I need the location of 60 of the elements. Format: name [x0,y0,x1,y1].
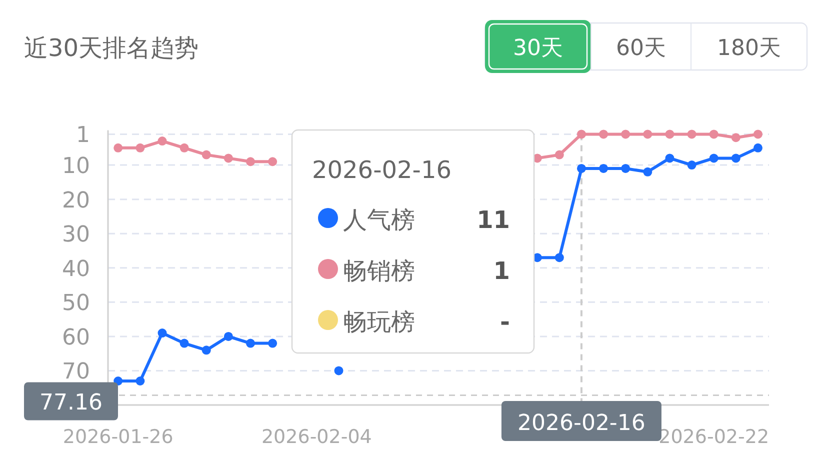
point [246,338,255,348]
point [268,338,278,348]
chart-title: 近30天排名趋势 [24,34,199,62]
point [687,160,696,170]
point [246,157,255,166]
point [643,167,652,176]
legend-label: 畅销榜 [343,257,415,285]
point [136,143,145,152]
y-tick-label: 1 [76,123,90,148]
point [753,130,762,139]
point [665,154,674,163]
x-tick-label: 2026-01-26 [62,426,174,448]
point [599,164,608,173]
point [687,130,696,139]
annotation: 1 [493,257,510,285]
point [158,328,167,338]
point [114,143,123,152]
point [224,154,233,163]
point [576,164,586,173]
y-tick-label: 40 [62,256,90,282]
point [180,143,189,152]
point [202,346,211,355]
point [731,154,740,163]
point [621,164,630,173]
point [709,154,718,163]
point [180,338,189,348]
point [136,376,145,386]
y-tick-label: 20 [62,188,90,214]
legend-title: 2026-02-16 [312,156,452,184]
point [268,157,278,166]
point [554,150,564,160]
ref-label: 77.16 [24,382,118,420]
y-tick-label: 10 [62,154,90,180]
ref-line-label: 77.16 [40,390,102,416]
point [334,366,344,376]
y-tick-label: 60 [62,325,90,350]
point [621,130,630,139]
x-tick-label: 2026-02-22 [658,426,770,448]
point [576,130,586,139]
point [709,130,718,139]
point [665,130,674,139]
point [554,253,564,262]
legend-label: 人气榜 [343,206,415,234]
range-buttons: 30天 60天 180天 [484,20,808,73]
point [731,133,740,142]
ref-line-label: 2026-02-16 [518,411,646,436]
annotation: - [500,308,510,336]
y-tick-label: 30 [62,222,90,248]
legend-label: 畅玩榜 [343,308,415,336]
point [599,130,608,139]
y-tick-label: 50 [62,291,90,316]
ref-label: 2026-02-16 [501,401,662,441]
x-tick-label: 2026-02-04 [261,426,372,448]
point [224,332,233,341]
annotation: 11 [476,206,510,234]
point [753,143,762,152]
point [158,136,167,146]
point [202,150,211,160]
point [643,130,652,139]
y-tick-label: 70 [62,360,90,385]
